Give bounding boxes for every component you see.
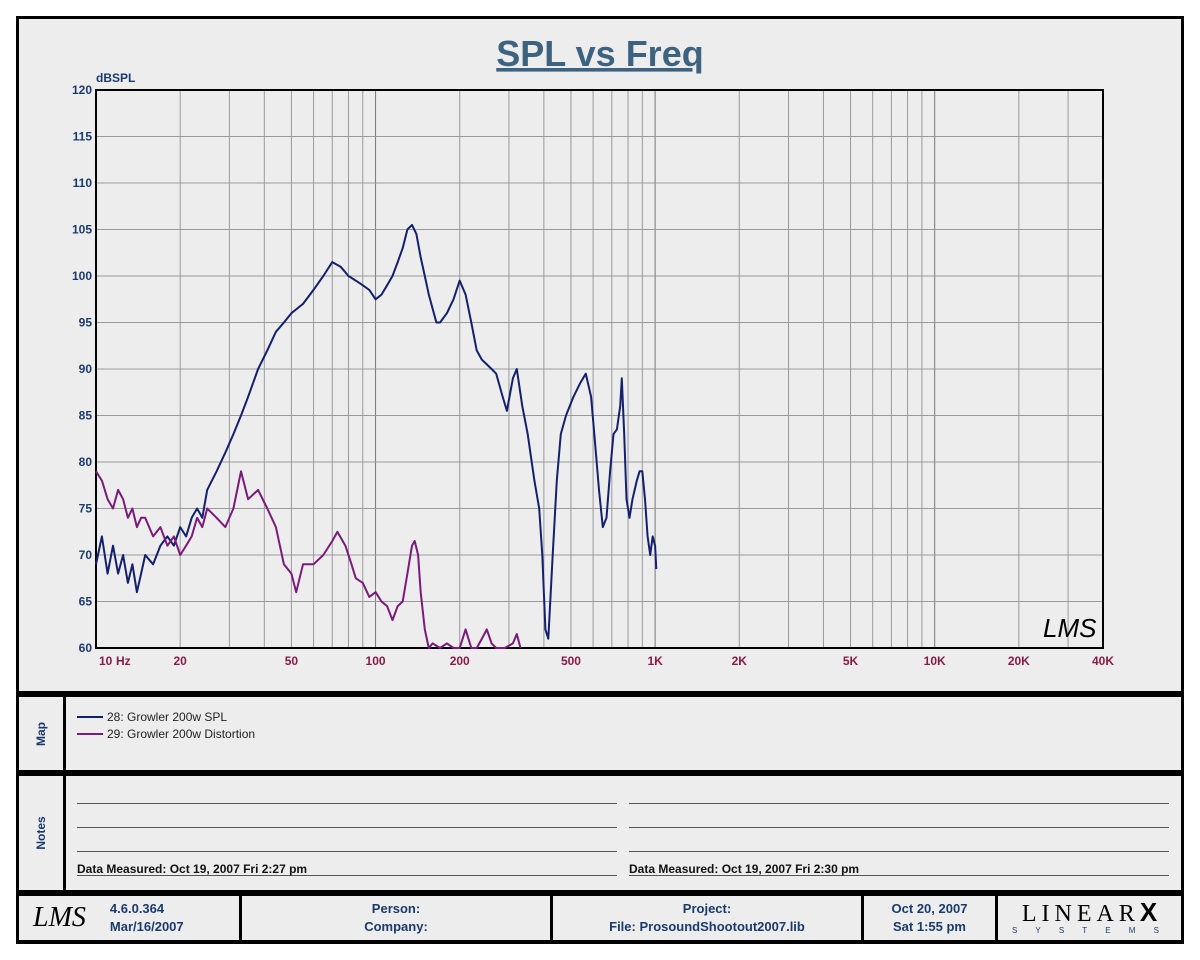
notes-label: Notes (19, 776, 66, 890)
lms-watermark: LMS (1043, 613, 1097, 643)
note-line-left-4 (77, 875, 617, 876)
footer-version-date: Mar/16/2007 (109, 919, 184, 934)
footer-panel: LMS 4.6.0.364 Mar/16/2007 Person: Compan… (19, 896, 1181, 940)
footer-brand-cell: LINEAR X S Y S T E M S (998, 896, 1181, 940)
footer-project-cell: Project: File: ProsoundShootout2007.lib (553, 896, 861, 940)
footer-time: Sat 1:55 pm (893, 919, 966, 934)
x-tick-label: 20 (173, 654, 187, 668)
x-tick-label: 10K (924, 654, 946, 668)
y-tick-labels: 120 115 110 105 100 95 90 85 80 75 70 65 60 (72, 83, 92, 655)
footer-project: Project: (682, 901, 732, 916)
note-line-right-3 (629, 851, 1169, 852)
legend-text-distortion: 29: Growler 200w Distortion (107, 727, 256, 741)
y-tick-label: 85 (79, 409, 93, 423)
series-line-distortion (95, 470, 522, 649)
notes-panel: Notes Data Measured: Oct 19, 2007 Fri 2:… (19, 776, 1181, 890)
x-tick-label: 50 (285, 654, 299, 668)
y-tick-label: 120 (72, 83, 92, 97)
chart-panel: SPL vs Freq dBSPL 120 115 110 105 100 95 90 85 8… (19, 19, 1181, 691)
footer-brand-x: X (1139, 897, 1158, 927)
x-tick-label: 20K (1008, 654, 1030, 668)
chart-series (95, 223, 658, 649)
legend-swatch-spl (77, 716, 103, 718)
x-tick-labels: 10 20 50 100 200 500 1K 2K 5K 10K 20K 40K (99, 654, 1114, 668)
footer-person-cell: Person: Company: (242, 896, 550, 940)
x-tick-label: 2K (732, 654, 748, 668)
y-tick-label: 100 (72, 269, 92, 283)
x-tick-label: 10 (99, 654, 113, 668)
note-line-right-1 (629, 803, 1169, 804)
y-tick-label: 60 (79, 641, 93, 655)
x-unit-label: Hz (116, 654, 131, 668)
footer-version-block: 4.6.0.364 Mar/16/2007 (110, 900, 184, 936)
plot-border (95, 89, 1104, 649)
map-label: Map (19, 697, 66, 770)
footer-company: Company: (364, 919, 428, 934)
footer-version-cell: LMS 4.6.0.364 Mar/16/2007 (19, 896, 239, 940)
y-tick-label: 115 (73, 130, 93, 144)
x-tick-label: 100 (366, 654, 386, 668)
footer-lms-logo: LMS (33, 902, 86, 933)
data-measured-left: Data Measured: Oct 19, 2007 Fri 2:27 pm (77, 862, 308, 876)
y-tick-label: 65 (79, 595, 93, 609)
y-tick-label: 110 (73, 176, 93, 190)
y-tick-label: 90 (79, 362, 93, 376)
spl-chart: SPL vs Freq dBSPL 120 115 110 105 100 95 90 85 8… (72, 33, 1114, 668)
map-panel: Map 28: Growler 200w SPL 29: Growler 200… (19, 697, 1181, 770)
map-label-text: Map (34, 721, 48, 746)
legend-item-spl: 28: Growler 200w SPL (77, 710, 227, 724)
footer-brand-sub: S Y S T E M S (1012, 926, 1167, 935)
chart-grid (95, 89, 1104, 649)
y-tick-label: 80 (79, 455, 93, 469)
y-tick-label: 70 (79, 548, 93, 562)
footer-version: 4.6.0.364 (109, 901, 165, 916)
legend-text-spl: 28: Growler 200w SPL (107, 710, 228, 724)
note-line-right-4 (629, 875, 1169, 876)
footer-date: Oct 20, 2007 (891, 901, 968, 916)
y-tick-label: 105 (72, 223, 92, 237)
y-tick-label: 75 (79, 502, 93, 516)
notes-label-text: Notes (34, 816, 48, 850)
x-tick-label: 5K (843, 654, 859, 668)
legend-item-distortion: 29: Growler 200w Distortion (77, 727, 255, 741)
footer-file: File: ProsoundShootout2007.lib (609, 919, 805, 934)
chart-title: SPL vs Freq (496, 33, 703, 74)
footer-brand: LINEAR (1021, 901, 1140, 927)
note-line-left-2 (77, 827, 617, 828)
footer-person: Person: (371, 901, 421, 916)
legend-swatch-distortion (77, 733, 103, 735)
note-line-left-3 (77, 851, 617, 852)
x-tick-label: 1K (647, 654, 663, 668)
data-measured-right: Data Measured: Oct 19, 2007 Fri 2:30 pm (629, 862, 860, 876)
note-line-left-1 (77, 803, 617, 804)
x-tick-label: 500 (561, 654, 581, 668)
x-tick-label: 200 (450, 654, 470, 668)
series-line-spl (95, 223, 658, 640)
footer-brand-row: LINEAR X (1021, 897, 1158, 927)
note-line-right-2 (629, 827, 1169, 828)
y-axis-label: dBSPL (96, 71, 135, 85)
y-tick-label: 95 (79, 316, 93, 330)
footer-date-cell: Oct 20, 2007 Sat 1:55 pm (864, 896, 995, 940)
x-tick-label: 40K (1092, 654, 1114, 668)
